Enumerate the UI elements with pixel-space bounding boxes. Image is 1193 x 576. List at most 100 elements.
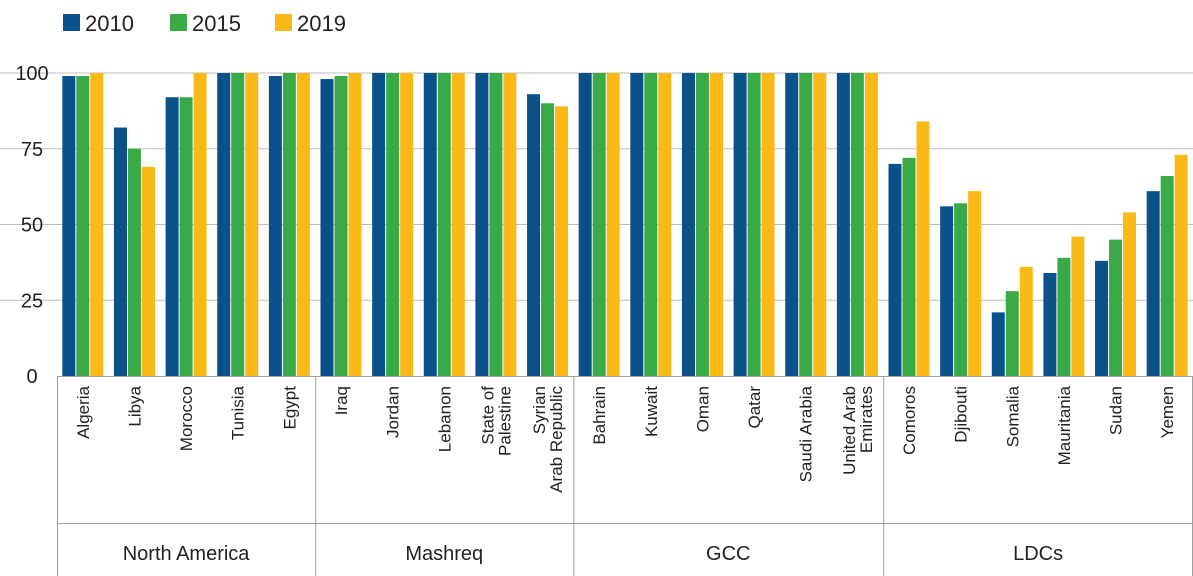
bar-djibouti-2015	[954, 203, 968, 376]
y-tick-label-50: 50	[21, 215, 43, 237]
bar-iraq-2019	[348, 73, 362, 376]
bar-djibouti-2019	[968, 191, 982, 376]
bar-yemen-2010	[1146, 191, 1160, 376]
bar-saudi-arabia-2019	[813, 73, 827, 376]
bar-somalia-2019	[1019, 266, 1033, 376]
bar-bahrain-2019	[606, 73, 620, 376]
bar-morocco-2019	[193, 73, 207, 376]
bar-state-of-palestine-2015	[489, 73, 503, 376]
legend-label-2015: 2015	[192, 11, 241, 36]
x-tick-label: Bahrain	[590, 386, 609, 445]
bar-somalia-2010	[991, 312, 1005, 376]
x-tick-label: SyrianArab Republic	[530, 386, 566, 493]
bar-somalia-2015	[1005, 291, 1019, 376]
y-tick-label-0: 0	[26, 366, 37, 388]
bar-egypt-2015	[282, 73, 296, 376]
bar-state-of-palestine-2019	[503, 73, 517, 376]
bar-state-of-palestine-2010	[475, 73, 489, 376]
bar-mauritania-2010	[1043, 272, 1057, 376]
x-tick-label: Morocco	[177, 386, 196, 451]
bar-oman-2015	[695, 73, 709, 376]
bar-algeria-2019	[90, 73, 104, 376]
x-tick-label: Mauritania	[1055, 385, 1074, 465]
x-tick-label: Tunisia	[229, 385, 248, 440]
bar-kuwait-2010	[630, 73, 644, 376]
bar-jordan-2010	[372, 73, 386, 376]
bar-sudan-2010	[1095, 260, 1109, 376]
bar-united-arab-emirates-2010	[836, 73, 850, 376]
bar-lebanon-2019	[451, 73, 465, 376]
bar-qatar-2019	[761, 73, 775, 376]
x-tick-label: State ofPalestine	[478, 386, 514, 456]
legend-swatch-2010	[63, 14, 80, 31]
x-tick-label: Lebanon	[435, 386, 454, 452]
bar-algeria-2015	[76, 76, 90, 376]
bar-libya-2010	[113, 127, 127, 376]
bar-yemen-2015	[1160, 176, 1174, 376]
bar-kuwait-2015	[644, 73, 658, 376]
x-tick-label: Qatar	[745, 386, 764, 429]
legend: 2010 2015 2019	[63, 11, 346, 36]
bar-yemen-2019	[1174, 154, 1188, 376]
bar-syrian-arab-republic-2015	[541, 103, 555, 377]
y-tick-label-100: 100	[15, 63, 48, 85]
bar-syrian-arab-republic-2019	[555, 106, 569, 376]
bar-comoros-2019	[916, 121, 930, 376]
bar-jordan-2015	[386, 73, 400, 376]
bar-mauritania-2015	[1057, 257, 1071, 376]
x-tick-label: Oman	[693, 386, 712, 432]
x-tick-label: Egypt	[280, 386, 299, 430]
bar-jordan-2019	[400, 73, 414, 376]
bar-sudan-2019	[1123, 212, 1137, 376]
bar-syrian-arab-republic-2010	[527, 94, 541, 377]
bar-sudan-2015	[1109, 239, 1123, 376]
y-axis-ticks: 0 25 50 75 100	[15, 63, 48, 388]
y-tick-label-75: 75	[21, 139, 43, 161]
group-label-mashreq: Mashreq	[405, 543, 483, 565]
bar-morocco-2015	[179, 97, 193, 377]
bar-lebanon-2010	[423, 73, 437, 376]
bar-iraq-2010	[320, 79, 334, 376]
legend-label-2019: 2019	[297, 11, 346, 36]
bar-libya-2015	[127, 148, 141, 376]
x-tick-label: Djibouti	[952, 386, 971, 443]
bar-qatar-2010	[733, 73, 747, 376]
bar-iraq-2015	[334, 76, 348, 376]
bar-saudi-arabia-2015	[799, 73, 813, 376]
bar-egypt-2010	[268, 76, 282, 376]
group-label-gcc: GCC	[706, 543, 750, 565]
bar-tunisia-2010	[217, 73, 231, 376]
x-tick-label: Saudi Arabia	[797, 385, 816, 482]
bar-saudi-arabia-2010	[785, 73, 799, 376]
bar-bahrain-2015	[592, 73, 606, 376]
bar-tunisia-2015	[231, 73, 245, 376]
x-tick-label: Sudan	[1107, 386, 1126, 435]
x-tick-label: Iraq	[332, 386, 351, 415]
legend-swatch-2015	[170, 14, 187, 31]
bar-mauritania-2019	[1071, 236, 1085, 376]
group-label-north-america: North America	[123, 543, 251, 565]
x-tick-label: Libya	[125, 385, 144, 426]
legend-label-2010: 2010	[85, 11, 134, 36]
bar-bahrain-2010	[578, 73, 592, 376]
x-tick-label: Comoros	[900, 386, 919, 455]
x-tick-label: Yemen	[1158, 386, 1177, 438]
x-tick-label: Algeria	[74, 385, 93, 438]
bar-djibouti-2010	[940, 206, 954, 376]
y-tick-label-25: 25	[21, 290, 43, 312]
bar-egypt-2019	[296, 73, 310, 376]
bar-qatar-2015	[747, 73, 761, 376]
x-tick-label: Jordan	[384, 386, 403, 438]
x-tick-label: United ArabEmirates	[840, 386, 876, 475]
bar-tunisia-2019	[245, 73, 259, 376]
bar-comoros-2015	[902, 157, 916, 376]
group-label-ldcs: LDCs	[1013, 543, 1063, 565]
bar-oman-2010	[681, 73, 695, 376]
bars	[62, 73, 1188, 377]
bar-libya-2019	[141, 166, 155, 376]
bar-united-arab-emirates-2019	[864, 73, 878, 376]
bar-lebanon-2015	[437, 73, 451, 376]
bar-algeria-2010	[62, 76, 76, 376]
legend-swatch-2019	[275, 14, 292, 31]
